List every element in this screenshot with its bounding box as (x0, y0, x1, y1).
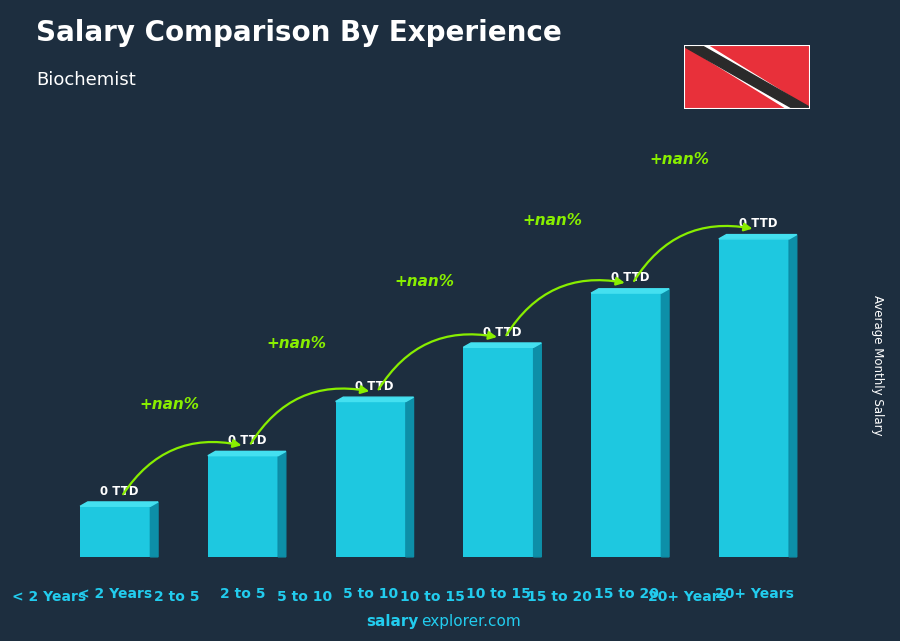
Bar (464, 347, 534, 557)
Text: 0 TTD: 0 TTD (100, 485, 139, 497)
Polygon shape (684, 45, 810, 109)
Polygon shape (150, 502, 158, 557)
Polygon shape (591, 289, 669, 293)
Bar (336, 401, 406, 557)
Text: +nan%: +nan% (266, 336, 327, 351)
Text: 0 TTD: 0 TTD (483, 326, 522, 338)
Polygon shape (534, 343, 541, 557)
Text: 5 to 10: 5 to 10 (277, 590, 332, 604)
Text: 0 TTD: 0 TTD (611, 271, 649, 285)
Text: +nan%: +nan% (139, 397, 199, 412)
Text: Salary Comparison By Experience: Salary Comparison By Experience (36, 19, 562, 47)
Text: 0 TTD: 0 TTD (739, 217, 777, 230)
Text: Biochemist: Biochemist (36, 71, 136, 88)
Text: 15 to 20: 15 to 20 (527, 590, 592, 604)
Text: Average Monthly Salary: Average Monthly Salary (871, 295, 884, 436)
Text: 10 to 15: 10 to 15 (400, 590, 464, 604)
Polygon shape (336, 397, 413, 401)
Text: 15 to 20: 15 to 20 (594, 587, 659, 601)
Text: 5 to 10: 5 to 10 (343, 587, 399, 601)
Text: 0 TTD: 0 TTD (356, 380, 394, 393)
Polygon shape (80, 502, 158, 506)
Text: 0 TTD: 0 TTD (228, 434, 266, 447)
Bar (591, 293, 662, 557)
Text: 20+ Years: 20+ Years (715, 587, 794, 601)
Polygon shape (464, 343, 541, 347)
Bar (719, 239, 789, 557)
Polygon shape (208, 451, 286, 456)
Text: +nan%: +nan% (522, 213, 582, 228)
Text: 2 to 5: 2 to 5 (154, 590, 199, 604)
Text: < 2 Years: < 2 Years (12, 590, 86, 604)
Polygon shape (684, 45, 810, 109)
Text: salary: salary (366, 615, 418, 629)
Bar (80, 506, 150, 557)
Text: 10 to 15: 10 to 15 (466, 587, 531, 601)
Text: +nan%: +nan% (394, 274, 454, 290)
Text: < 2 Years: < 2 Years (78, 587, 152, 601)
Polygon shape (278, 451, 286, 557)
Polygon shape (662, 289, 669, 557)
Text: explorer.com: explorer.com (421, 615, 521, 629)
Polygon shape (789, 235, 796, 557)
Polygon shape (719, 235, 796, 239)
Text: 2 to 5: 2 to 5 (220, 587, 266, 601)
Bar (208, 456, 278, 557)
Polygon shape (406, 397, 413, 557)
Text: +nan%: +nan% (650, 152, 710, 167)
Text: 20+ Years: 20+ Years (648, 590, 727, 604)
